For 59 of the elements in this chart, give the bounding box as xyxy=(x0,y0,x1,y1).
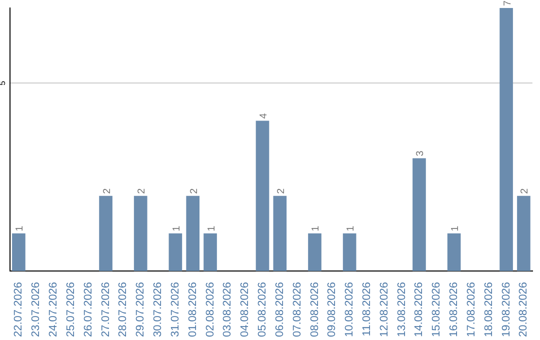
x-tick-label: 24.07.2026 xyxy=(48,282,60,338)
x-tick-label: 25.07.2026 xyxy=(64,282,77,338)
x-tick-label: 20.08.2026 xyxy=(518,282,530,338)
x-tick-label: 13.08.2026 xyxy=(396,282,408,338)
data-label: 4 xyxy=(258,112,270,119)
x-tick-label: 31.07.2026 xyxy=(169,282,182,338)
bar xyxy=(412,158,426,271)
x-tick-label: 18.08.2026 xyxy=(482,282,495,338)
x-tick-label: 17.08.2026 xyxy=(465,282,478,338)
x-tick-label: 27.07.2026 xyxy=(100,282,112,338)
x-tick-label: 22.07.2026 xyxy=(12,282,25,338)
data-label: 1 xyxy=(310,225,322,232)
x-tick-label: 01.08.2026 xyxy=(186,282,199,338)
x-tick-label: 15.08.2026 xyxy=(430,282,443,338)
bar xyxy=(256,120,270,271)
data-label: 1 xyxy=(346,225,357,232)
x-tick-label: 03.08.2026 xyxy=(222,282,234,338)
x-tick-label: 09.08.2026 xyxy=(326,282,338,338)
bar xyxy=(273,196,287,271)
x-tick-label: 30.07.2026 xyxy=(152,282,164,338)
bar xyxy=(186,196,200,271)
x-tick-label: 08.08.2026 xyxy=(308,282,321,338)
data-label: 1 xyxy=(206,225,218,232)
data-label: 3 xyxy=(415,150,426,156)
data-label: 1 xyxy=(450,225,462,232)
x-tick-label: 10.08.2026 xyxy=(344,282,356,338)
x-tick-label: 29.07.2026 xyxy=(134,282,147,338)
x-tick-label: 19.08.2026 xyxy=(500,282,512,338)
bar xyxy=(447,233,461,271)
bar xyxy=(134,196,148,271)
bar xyxy=(517,196,530,271)
data-label: 1 xyxy=(14,225,26,232)
data-label: 2 xyxy=(188,188,200,194)
x-tick-label: 26.07.2026 xyxy=(82,282,94,338)
x-tick-label: 23.07.2026 xyxy=(30,282,42,338)
data-label: 2 xyxy=(102,188,113,194)
x-tick-label: 06.08.2026 xyxy=(274,282,286,338)
bar xyxy=(308,233,322,271)
x-tick-label: 14.08.2026 xyxy=(413,282,426,338)
y-tick-label: 5 xyxy=(0,80,8,86)
bar xyxy=(12,233,26,271)
x-tick-label: 16.08.2026 xyxy=(448,282,460,338)
x-tick-label: 12.08.2026 xyxy=(378,282,390,338)
x-tick-label: 02.08.2026 xyxy=(204,282,216,338)
x-tick-label: 04.08.2026 xyxy=(239,282,252,338)
bar xyxy=(204,233,217,271)
x-tick-label: 05.08.2026 xyxy=(256,282,269,338)
x-tick-label: 07.08.2026 xyxy=(291,282,304,338)
x-tick-label: 11.08.2026 xyxy=(361,282,374,336)
data-label: 2 xyxy=(136,188,148,194)
data-label: 2 xyxy=(276,188,287,194)
data-label: 7 xyxy=(502,0,514,6)
bar xyxy=(168,233,182,271)
bar xyxy=(342,233,356,271)
bar xyxy=(99,196,112,271)
x-tick-label: 28.07.2026 xyxy=(117,282,130,338)
data-label: 2 xyxy=(520,188,531,194)
data-label: 1 xyxy=(171,225,182,232)
bar xyxy=(500,8,513,271)
